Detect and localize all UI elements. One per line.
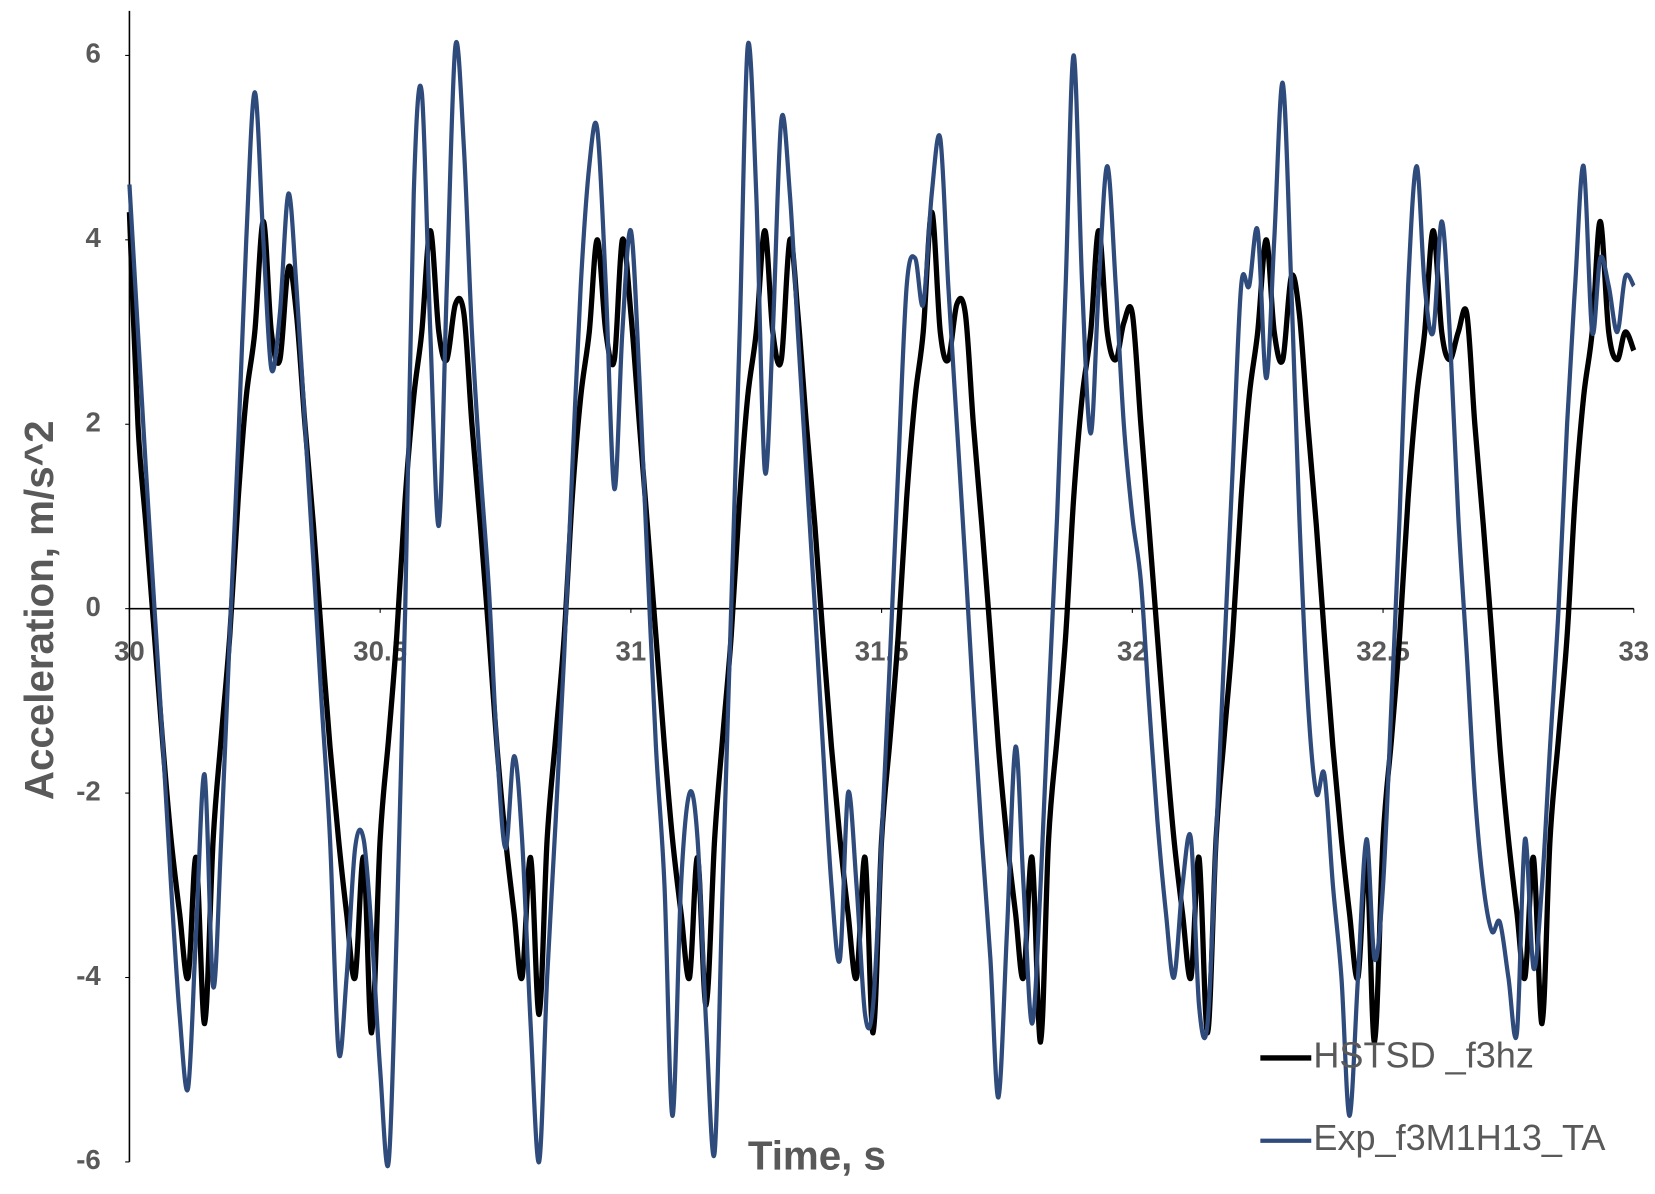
y-tick-label: -6	[76, 1144, 101, 1175]
x-axis-title: Time, s	[748, 1133, 886, 1178]
y-tick-label: 0	[85, 591, 100, 622]
y-tick-label: 4	[85, 222, 101, 253]
x-tick-label: 32	[1117, 636, 1148, 667]
legend-label: HSTSD _f3hz	[1313, 1034, 1533, 1075]
y-tick-label: -4	[76, 960, 101, 991]
y-tick-label: 6	[85, 38, 100, 69]
y-axis-title: Acceleration, m/s^2	[17, 420, 62, 800]
series-line	[127, 40, 1636, 1168]
y-tick-label: 2	[85, 407, 100, 438]
y-tick-label: -2	[76, 775, 101, 806]
x-tick-label: 33	[1618, 636, 1649, 667]
legend-label: Exp_f3M1H13_TA	[1313, 1117, 1605, 1158]
x-tick-label: 30	[114, 636, 145, 667]
x-tick-label: 31	[616, 636, 647, 667]
